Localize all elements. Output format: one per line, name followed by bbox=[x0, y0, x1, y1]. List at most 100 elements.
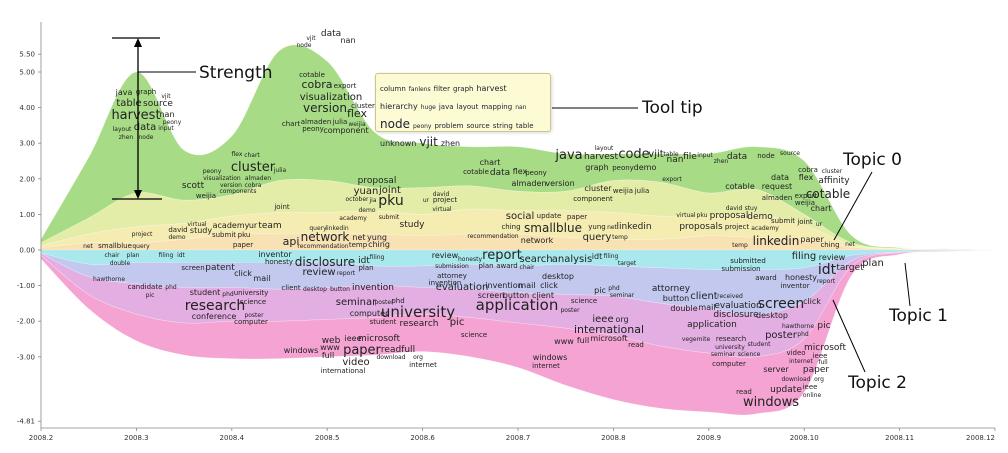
keyword-label: pku bbox=[378, 193, 403, 209]
keyword-label: request bbox=[762, 182, 792, 191]
keyword-label: file bbox=[683, 152, 697, 162]
keyword-label: pku bbox=[238, 231, 251, 239]
keyword-label: data bbox=[490, 168, 510, 178]
keyword-label: peony bbox=[302, 125, 324, 133]
keyword-label: peony bbox=[525, 169, 547, 177]
keyword-label: download bbox=[376, 354, 405, 361]
keyword-label: flex bbox=[799, 173, 814, 182]
keyword-label: cobra bbox=[301, 78, 332, 91]
keyword-label: windows bbox=[533, 353, 568, 362]
keyword-label: recommendation bbox=[297, 243, 348, 250]
keyword-label: input bbox=[158, 125, 174, 132]
keyword-label: microsoft bbox=[590, 334, 627, 343]
topic-bands bbox=[40, 44, 996, 416]
keyword-label: inventor bbox=[258, 250, 292, 259]
keyword-label: joint bbox=[796, 218, 813, 226]
topic2-callout: Topic 2 bbox=[832, 299, 907, 393]
keyword-label: export bbox=[662, 176, 682, 183]
keyword-label: chart bbox=[811, 204, 832, 213]
keyword-label: yuan bbox=[354, 186, 379, 197]
keyword-label: ieee bbox=[813, 352, 828, 360]
keyword-label: idt bbox=[177, 252, 185, 259]
tooltip-line: node peony problem source string table bbox=[380, 114, 546, 132]
keyword-label: phd bbox=[608, 285, 620, 292]
keyword-label: temp bbox=[732, 242, 748, 249]
x-tick-label: 2008.9 bbox=[697, 434, 722, 442]
keyword-label: application bbox=[476, 296, 559, 314]
keyword-label: affinity bbox=[818, 176, 850, 186]
keyword-label: screen bbox=[478, 291, 505, 300]
tooltip-keyword: nan bbox=[515, 104, 527, 112]
topic0-leader-line bbox=[833, 171, 873, 241]
keyword-label: honesty bbox=[265, 258, 293, 266]
keyword-label: graph bbox=[136, 88, 157, 96]
keyword-label: joint bbox=[273, 203, 290, 211]
keyword-label: graph bbox=[585, 163, 608, 172]
keyword-label: double bbox=[670, 304, 697, 313]
keyword-label: invention bbox=[352, 283, 394, 293]
tooltip-keyword: unknown bbox=[380, 139, 417, 149]
keyword-label: table bbox=[116, 98, 141, 109]
keyword-label: filing bbox=[159, 252, 174, 259]
keyword-label: disclosure bbox=[295, 255, 355, 269]
keyword-label: java bbox=[115, 88, 133, 97]
keyword-label: video bbox=[786, 349, 805, 357]
keyword-label: source bbox=[780, 150, 800, 157]
keyword-label: cluster bbox=[584, 184, 612, 193]
keyword-label: layout bbox=[595, 145, 614, 152]
keyword-label: cluster bbox=[351, 102, 375, 110]
keyword-label: research bbox=[716, 335, 746, 343]
keyword-label: source bbox=[143, 99, 173, 109]
tooltip-keyword: hierarchy bbox=[380, 102, 418, 112]
keyword-label: www bbox=[320, 343, 340, 352]
keyword-label: inventor bbox=[780, 282, 809, 290]
y-tick-label: -3.00 bbox=[17, 353, 35, 361]
keyword-label: harvest bbox=[111, 108, 160, 123]
keyword-label: cotable bbox=[806, 187, 850, 201]
keyword-label: project bbox=[725, 223, 750, 231]
tooltip-keyword: huge bbox=[420, 104, 436, 112]
keyword-label: invention bbox=[429, 279, 462, 287]
keyword-label: ieee bbox=[592, 314, 613, 325]
keyword-label: computer bbox=[350, 309, 389, 318]
keyword-label: plan bbox=[862, 258, 884, 269]
keyword-label: ur bbox=[816, 221, 823, 228]
topic2-leader-line bbox=[832, 299, 866, 373]
keyword-label: org bbox=[615, 315, 628, 324]
keyword-label: attorney bbox=[652, 284, 691, 294]
keyword-label: social bbox=[506, 211, 535, 222]
keyword-label: data bbox=[321, 29, 341, 39]
keyword-label: submitted bbox=[730, 257, 766, 265]
keyword-label: update bbox=[537, 212, 562, 220]
topic0-callout: Topic 0 bbox=[833, 150, 902, 241]
keyword-label: project bbox=[433, 196, 458, 204]
tooltip-keyword: string bbox=[492, 121, 513, 130]
keyword-label: poster bbox=[374, 299, 394, 306]
keyword-label: table bbox=[663, 151, 679, 158]
tooltip-keyword: column bbox=[380, 85, 406, 93]
keyword-label: mail bbox=[518, 281, 535, 290]
keyword-label: computer bbox=[712, 360, 746, 368]
keyword-label: demo bbox=[168, 234, 185, 241]
keyword-label: click bbox=[803, 297, 821, 306]
keyword-label: report bbox=[817, 278, 836, 285]
tooltip-keyword: fanlens bbox=[408, 86, 431, 93]
keyword-label: microsoft bbox=[358, 334, 400, 344]
keyword-label: david bbox=[433, 191, 450, 198]
keyword-label: seminar bbox=[610, 292, 635, 299]
keyword-label: cotable bbox=[463, 168, 489, 176]
tooltip-keyword: table bbox=[515, 121, 534, 130]
keyword-label: scott bbox=[182, 181, 205, 191]
keyword-label: proposal bbox=[710, 211, 749, 221]
keyword-label: filing bbox=[792, 251, 817, 262]
keyword-label: read bbox=[628, 341, 644, 349]
y-tick-label: -2.00 bbox=[17, 318, 35, 326]
strength-label: Strength bbox=[199, 63, 273, 83]
keyword-label: cluster bbox=[231, 160, 276, 175]
keyword-label: net bbox=[845, 241, 855, 248]
keyword-label: weijia bbox=[613, 187, 633, 195]
x-axis-ticks: 2008.2 2008.3 2008.4 2008.5 2008.6 2008.7 2008… bbox=[29, 428, 996, 442]
keyword-label: recommendation bbox=[467, 233, 518, 240]
keyword-label: ur bbox=[249, 221, 258, 230]
